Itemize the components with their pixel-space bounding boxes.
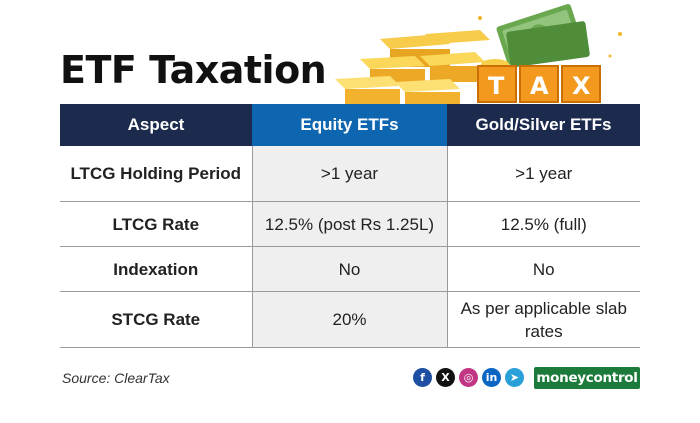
tax-letter-t: T	[488, 72, 505, 100]
telegram-icon[interactable]: ➤	[505, 368, 524, 387]
table-header-row: Aspect Equity ETFs Gold/Silver ETFs	[60, 104, 640, 146]
page-title: ETF Taxation	[60, 48, 327, 92]
moneycontrol-logo[interactable]: moneycontrol	[534, 367, 640, 389]
gold-value: No	[447, 246, 640, 292]
column-header-aspect: Aspect	[60, 104, 252, 146]
facebook-icon[interactable]: f	[413, 368, 432, 387]
x-icon[interactable]: X	[436, 368, 455, 387]
row-label: LTCG Holding Period	[60, 146, 252, 202]
equity-value: >1 year	[251, 146, 448, 202]
gold-bars-cash-tax-icon: ₹ T A X	[335, 4, 622, 104]
table-row: STCG Rate 20% As per applicable slab rat…	[60, 291, 640, 348]
gold-value: >1 year	[447, 146, 640, 202]
etf-taxation-table: Aspect Equity ETFs Gold/Silver ETFs LTCG…	[60, 104, 640, 348]
equity-value: No	[251, 246, 448, 292]
equity-value: 12.5% (post Rs 1.25L)	[251, 201, 448, 247]
equity-value: 20%	[251, 291, 448, 348]
table-row: LTCG Holding Period >1 year >1 year	[60, 146, 640, 202]
row-label: LTCG Rate	[60, 201, 252, 247]
tax-letter-x: X	[572, 72, 591, 100]
linkedin-icon[interactable]: in	[482, 368, 501, 387]
gold-value: 12.5% (full)	[447, 201, 640, 247]
social-links: f X ◎ in ➤	[413, 368, 524, 388]
instagram-icon[interactable]: ◎	[459, 368, 478, 387]
gold-value: As per applicable slab rates	[447, 291, 640, 348]
source-credit: Source: ClearTax	[62, 370, 170, 386]
table-row: Indexation No No	[60, 246, 640, 292]
row-label: Indexation	[60, 246, 252, 292]
table-row: LTCG Rate 12.5% (post Rs 1.25L) 12.5% (f…	[60, 201, 640, 247]
row-label: STCG Rate	[60, 291, 252, 348]
tax-letter-a: A	[530, 72, 549, 100]
column-header-equity-etfs: Equity ETFs	[252, 104, 447, 146]
column-header-gold-silver-etfs: Gold/Silver ETFs	[447, 104, 640, 146]
